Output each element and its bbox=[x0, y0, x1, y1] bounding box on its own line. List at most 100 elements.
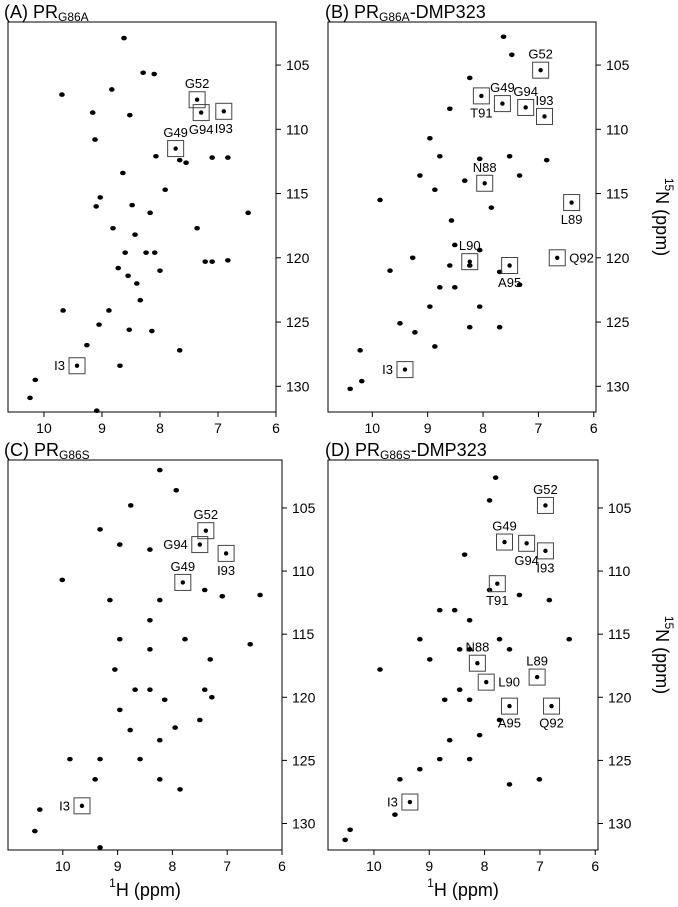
peak bbox=[115, 265, 122, 271]
panel-title-part: G86A bbox=[379, 10, 410, 24]
peak bbox=[466, 617, 473, 623]
annotation-peak bbox=[534, 674, 540, 680]
annotation-peak bbox=[484, 679, 489, 685]
annotation-box bbox=[500, 697, 518, 715]
y-tick-label: 125 bbox=[608, 752, 632, 768]
peak bbox=[183, 160, 189, 166]
peak bbox=[151, 250, 158, 255]
peak bbox=[476, 304, 483, 309]
y-tick-label: 110 bbox=[286, 121, 309, 137]
peak bbox=[207, 657, 214, 662]
panel-title-part: (C) PR bbox=[4, 440, 59, 460]
peak bbox=[197, 717, 203, 723]
peak bbox=[516, 173, 523, 178]
x-tick-label: 8 bbox=[479, 420, 487, 436]
y-axis-label: 15N (ppm) bbox=[652, 616, 676, 694]
peak bbox=[132, 687, 138, 693]
annotation-label: Q92 bbox=[539, 716, 564, 731]
annotation-label: I93 bbox=[215, 121, 233, 136]
peak bbox=[32, 828, 38, 834]
plot-frame bbox=[327, 21, 597, 413]
peak bbox=[516, 592, 523, 598]
y-tick-label: 115 bbox=[606, 186, 629, 202]
peak bbox=[129, 202, 135, 208]
annotation-label: G52 bbox=[528, 47, 553, 62]
peak bbox=[451, 607, 458, 613]
peak bbox=[143, 250, 149, 255]
peak bbox=[452, 285, 458, 290]
annotation-peak bbox=[507, 703, 512, 709]
y-tick-label: 130 bbox=[608, 815, 632, 831]
annotation-box bbox=[167, 140, 185, 158]
peak bbox=[157, 268, 163, 273]
peak bbox=[194, 225, 200, 231]
x-tick-label: 6 bbox=[272, 420, 280, 436]
panel: (A) PRG86A 10 9 8 7 6 105 110 115 120 125 130 G52 G94… bbox=[4, 2, 310, 436]
peak bbox=[432, 187, 438, 192]
panel-title-part: G86S bbox=[59, 448, 90, 462]
peak bbox=[27, 395, 33, 401]
x-axis-label-part: H (ppm) bbox=[116, 880, 181, 900]
panel: (B) PRG86A-DMP323 10 9 8 7 6 105 110 115 120 125 13… bbox=[325, 2, 676, 436]
annotation-box bbox=[472, 87, 490, 105]
peak bbox=[436, 756, 443, 762]
panel-title-part: G86A bbox=[58, 10, 89, 24]
x-axis-label: 1H (ppm) bbox=[109, 876, 181, 900]
x-tick-label: 6 bbox=[590, 420, 598, 436]
peak bbox=[358, 378, 365, 384]
annotation-box bbox=[488, 575, 506, 593]
annotation-box bbox=[476, 174, 494, 192]
peak bbox=[543, 157, 550, 163]
x-tick-label: 7 bbox=[535, 420, 543, 436]
peak bbox=[120, 170, 126, 176]
peak bbox=[536, 777, 543, 782]
annotation-box bbox=[477, 673, 495, 691]
x-tick-label: 10 bbox=[365, 420, 381, 436]
peak bbox=[247, 641, 254, 647]
y-tick-label: 125 bbox=[286, 314, 310, 330]
y-tick-label: 110 bbox=[292, 563, 315, 579]
peak bbox=[156, 597, 163, 603]
y-axis-label: 15N (ppm) bbox=[652, 178, 676, 256]
annotation-box bbox=[188, 91, 206, 109]
peak bbox=[466, 75, 473, 81]
peak bbox=[176, 348, 183, 353]
peak bbox=[89, 110, 96, 115]
peak bbox=[342, 837, 348, 843]
peak bbox=[496, 269, 503, 275]
peak bbox=[125, 273, 131, 279]
peak bbox=[172, 725, 178, 730]
annotation-label: L89 bbox=[561, 212, 583, 227]
annotation-peak bbox=[79, 803, 85, 809]
peak bbox=[209, 259, 215, 264]
peak bbox=[509, 52, 515, 58]
peak bbox=[97, 195, 104, 200]
peak bbox=[147, 210, 153, 216]
annotation-peak bbox=[173, 146, 178, 151]
annotation-peak bbox=[467, 259, 472, 264]
annotation-box bbox=[68, 357, 86, 375]
annotation-peak bbox=[402, 367, 408, 372]
annotation-label: G94 bbox=[513, 84, 538, 99]
annotation-box bbox=[73, 797, 91, 815]
y-tick-label: 105 bbox=[292, 500, 316, 516]
y-tick-label: 105 bbox=[286, 57, 310, 73]
peak bbox=[106, 308, 112, 313]
x-tick-label: 6 bbox=[278, 858, 286, 874]
annotation-box bbox=[518, 534, 536, 552]
annotation-box bbox=[532, 61, 550, 79]
peak bbox=[110, 225, 116, 231]
peak bbox=[397, 777, 403, 782]
annotation-label: G94 bbox=[189, 122, 214, 137]
peak bbox=[59, 577, 66, 583]
peak bbox=[476, 732, 483, 738]
peak bbox=[496, 717, 503, 723]
peak bbox=[97, 527, 103, 532]
annotation-peak bbox=[507, 263, 512, 268]
annotation-peak bbox=[569, 200, 574, 205]
peak bbox=[245, 210, 251, 216]
x-axis-label: 1H (ppm) bbox=[427, 876, 499, 900]
peak bbox=[476, 156, 483, 162]
x-tick-label: 9 bbox=[98, 420, 106, 436]
